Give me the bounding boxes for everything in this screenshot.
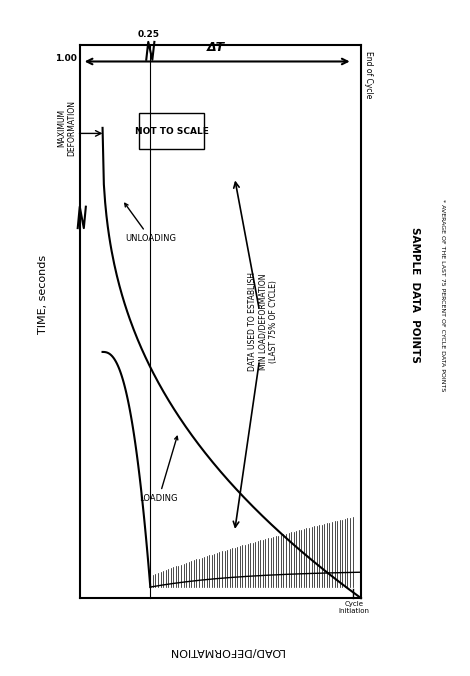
Text: ΔT: ΔT	[207, 41, 226, 54]
Text: NOT TO SCALE: NOT TO SCALE	[134, 126, 208, 136]
Text: End of Cycle: End of Cycle	[364, 51, 373, 98]
Text: UNLOADING: UNLOADING	[125, 203, 176, 243]
Text: DATA USED TO ESTABLISH
MIN LOAD/DEFORMATION
(LAST 75% OF CYCLE): DATA USED TO ESTABLISH MIN LOAD/DEFORMAT…	[248, 272, 278, 371]
Text: MAXIMUM
DEFORMATION: MAXIMUM DEFORMATION	[57, 100, 76, 156]
Text: LOAD/DEFORMATION: LOAD/DEFORMATION	[167, 646, 284, 656]
FancyBboxPatch shape	[139, 114, 204, 149]
Text: 0.25: 0.25	[138, 30, 160, 39]
Text: * AVERAGE OF THE LAST 75 PERCENT OF CYCLE DATA POINTS: * AVERAGE OF THE LAST 75 PERCENT OF CYCL…	[439, 199, 445, 391]
Text: TIME, seconds: TIME, seconds	[38, 255, 48, 335]
Text: 1.00: 1.00	[55, 54, 77, 63]
Text: SAMPLE  DATA  POINTS: SAMPLE DATA POINTS	[410, 227, 420, 362]
Text: Cycle
Initiation: Cycle Initiation	[338, 601, 369, 614]
Text: LOADING: LOADING	[140, 436, 178, 503]
